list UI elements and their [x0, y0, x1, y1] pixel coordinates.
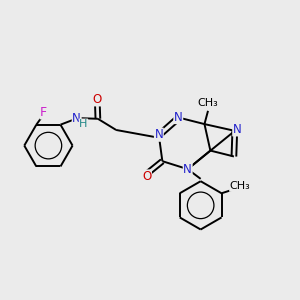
Text: CH₃: CH₃ — [198, 98, 218, 109]
Text: N: N — [174, 110, 183, 124]
Text: N: N — [154, 128, 163, 141]
Text: O: O — [93, 93, 102, 106]
Text: N: N — [233, 123, 242, 136]
Text: N: N — [72, 112, 81, 125]
Text: F: F — [40, 106, 47, 119]
Text: CH₃: CH₃ — [230, 181, 250, 191]
Text: H: H — [79, 119, 88, 129]
Text: N: N — [183, 163, 192, 176]
Text: O: O — [142, 170, 152, 183]
